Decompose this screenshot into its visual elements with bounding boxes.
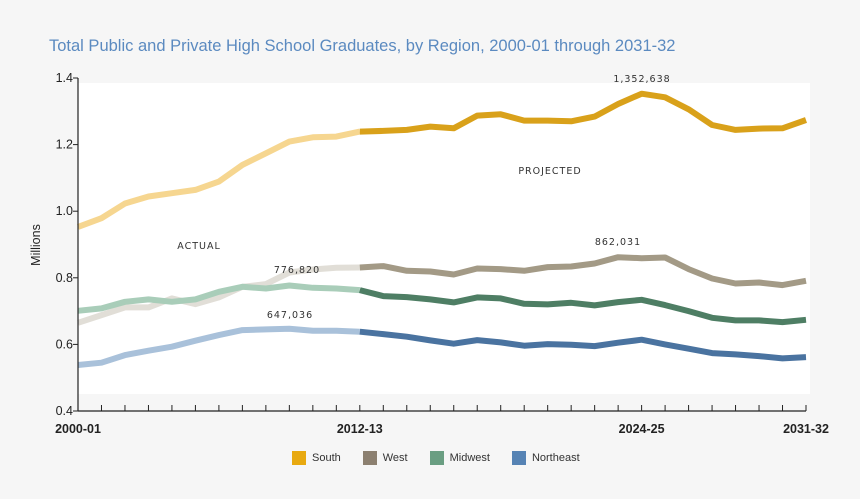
annotation-projected: PROJECTED xyxy=(518,166,581,177)
y-tick-label: 1.0 xyxy=(56,204,73,218)
series-south-actual-line xyxy=(76,128,361,230)
legend-item-midwest: Midwest xyxy=(429,451,490,465)
legend-label-south: South xyxy=(312,452,341,464)
annotation-actual: ACTUAL xyxy=(177,241,221,252)
annotation-midwest-peak: 776,820 xyxy=(274,265,320,276)
series-northeast-actual-line xyxy=(77,325,360,368)
legend-label-west: West xyxy=(382,452,408,464)
legend-label-midwest: Midwest xyxy=(449,452,490,464)
legend-swatch-northeast xyxy=(511,451,526,465)
series-northeast-projected-line xyxy=(359,328,807,362)
legend-item-northeast: Northeast xyxy=(511,451,580,465)
series-midwest-projected-line xyxy=(359,287,807,326)
x-tick-label: 2000-01 xyxy=(55,422,101,436)
y-tick-label: 1.4 xyxy=(56,71,73,85)
series-west-projected-line xyxy=(359,254,807,289)
legend-swatch-midwest xyxy=(429,451,444,465)
y-tick-label: 1.2 xyxy=(56,138,73,152)
legend: South West Midwest Northeast xyxy=(292,451,580,465)
legend-label-northeast: Northeast xyxy=(531,452,580,464)
legend-item-south: South xyxy=(292,451,341,465)
y-tick-label: 0.8 xyxy=(56,271,73,285)
x-tick-label: 2031-32 xyxy=(783,422,829,436)
x-tick-label: 2012-13 xyxy=(337,422,383,436)
x-tick-label: 2024-25 xyxy=(619,422,665,436)
legend-swatch-west xyxy=(362,451,377,465)
series-midwest-actual-line xyxy=(77,282,361,314)
y-tick-label: 0.6 xyxy=(56,337,73,351)
legend-item-west: West xyxy=(362,451,408,465)
annotation-northeast-peak: 647,036 xyxy=(267,310,313,321)
chart-title: Total Public and Private High School Gra… xyxy=(49,37,676,55)
annotation-west-peak: 862,031 xyxy=(595,237,641,248)
legend-swatch-south xyxy=(292,451,306,465)
annotation-south-peak: 1,352,638 xyxy=(613,74,670,85)
y-axis-label: Millions xyxy=(29,224,43,266)
y-tick-label: 0.4 xyxy=(56,404,73,418)
series-west-actual-line xyxy=(77,264,360,326)
series-south-projected-line xyxy=(359,90,807,135)
